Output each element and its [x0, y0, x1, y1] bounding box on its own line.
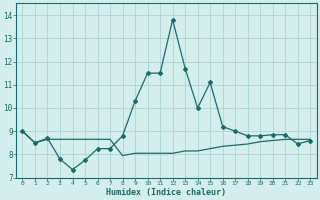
- X-axis label: Humidex (Indice chaleur): Humidex (Indice chaleur): [106, 188, 226, 197]
